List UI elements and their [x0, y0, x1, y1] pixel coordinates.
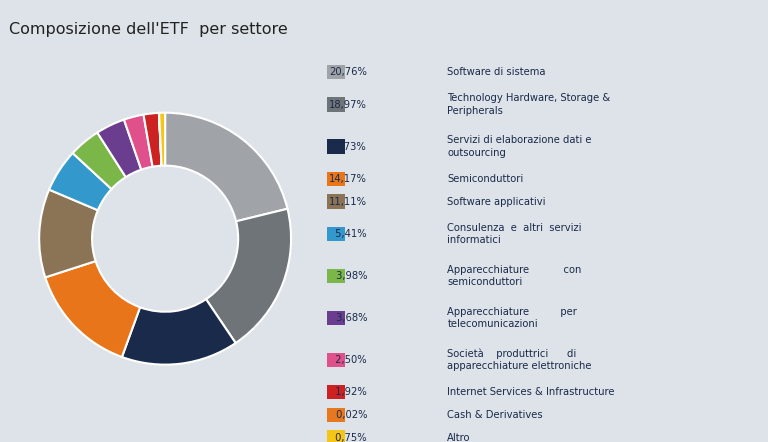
FancyBboxPatch shape [327, 97, 345, 112]
FancyBboxPatch shape [327, 431, 345, 442]
Wedge shape [39, 190, 98, 278]
Text: 2,50%: 2,50% [333, 355, 367, 365]
Text: Servizi di elaborazione dati e
outsourcing: Servizi di elaborazione dati e outsourci… [447, 135, 592, 158]
Text: 20,76%: 20,76% [329, 67, 367, 77]
Text: Apparecchiature          per
telecomunicazioni: Apparecchiature per telecomunicazioni [447, 307, 578, 329]
Text: 18,97%: 18,97% [329, 99, 367, 110]
Wedge shape [73, 133, 126, 189]
FancyBboxPatch shape [327, 385, 345, 400]
Text: Consulenza  e  altri  servizi
informatici: Consulenza e altri servizi informatici [447, 223, 582, 245]
Text: 5,41%: 5,41% [333, 229, 367, 239]
FancyBboxPatch shape [327, 408, 345, 422]
Wedge shape [45, 261, 140, 357]
Wedge shape [124, 114, 153, 170]
Text: Semiconduttori: Semiconduttori [447, 174, 524, 184]
Text: Technology Hardware, Storage &
Peripherals: Technology Hardware, Storage & Periphera… [447, 93, 611, 116]
Text: Software applicativi: Software applicativi [447, 197, 546, 206]
Text: Cash & Derivatives: Cash & Derivatives [447, 410, 543, 420]
Text: 1,92%: 1,92% [333, 387, 367, 397]
FancyBboxPatch shape [327, 139, 345, 154]
Wedge shape [159, 113, 161, 166]
Text: Altro: Altro [447, 433, 471, 442]
FancyBboxPatch shape [327, 227, 345, 241]
Text: Composizione dell'ETF  per settore: Composizione dell'ETF per settore [9, 22, 288, 37]
Text: 14,17%: 14,17% [329, 174, 367, 184]
FancyBboxPatch shape [327, 353, 345, 367]
Wedge shape [49, 153, 111, 210]
Text: 3,98%: 3,98% [333, 271, 367, 281]
FancyBboxPatch shape [327, 171, 345, 186]
FancyBboxPatch shape [327, 65, 345, 80]
Wedge shape [98, 120, 141, 177]
Text: 3,68%: 3,68% [333, 313, 367, 323]
Text: Internet Services & Infrastructure: Internet Services & Infrastructure [447, 387, 614, 397]
Text: 11,11%: 11,11% [329, 197, 367, 206]
Wedge shape [206, 209, 291, 343]
Text: Apparecchiature           con
semiconduttori: Apparecchiature con semiconduttori [447, 265, 581, 287]
Wedge shape [122, 299, 236, 365]
Text: 0,02%: 0,02% [333, 410, 367, 420]
FancyBboxPatch shape [327, 194, 345, 209]
FancyBboxPatch shape [327, 311, 345, 325]
Wedge shape [159, 113, 165, 166]
Text: 14,73%: 14,73% [329, 141, 367, 152]
Wedge shape [144, 113, 161, 167]
Wedge shape [165, 113, 287, 221]
Text: Software di sistema: Software di sistema [447, 67, 546, 77]
Text: Società    produttrici      di
apparecchiature elettroniche: Società produttrici di apparecchiature e… [447, 348, 592, 371]
Text: 0,75%: 0,75% [333, 433, 367, 442]
FancyBboxPatch shape [327, 269, 345, 283]
